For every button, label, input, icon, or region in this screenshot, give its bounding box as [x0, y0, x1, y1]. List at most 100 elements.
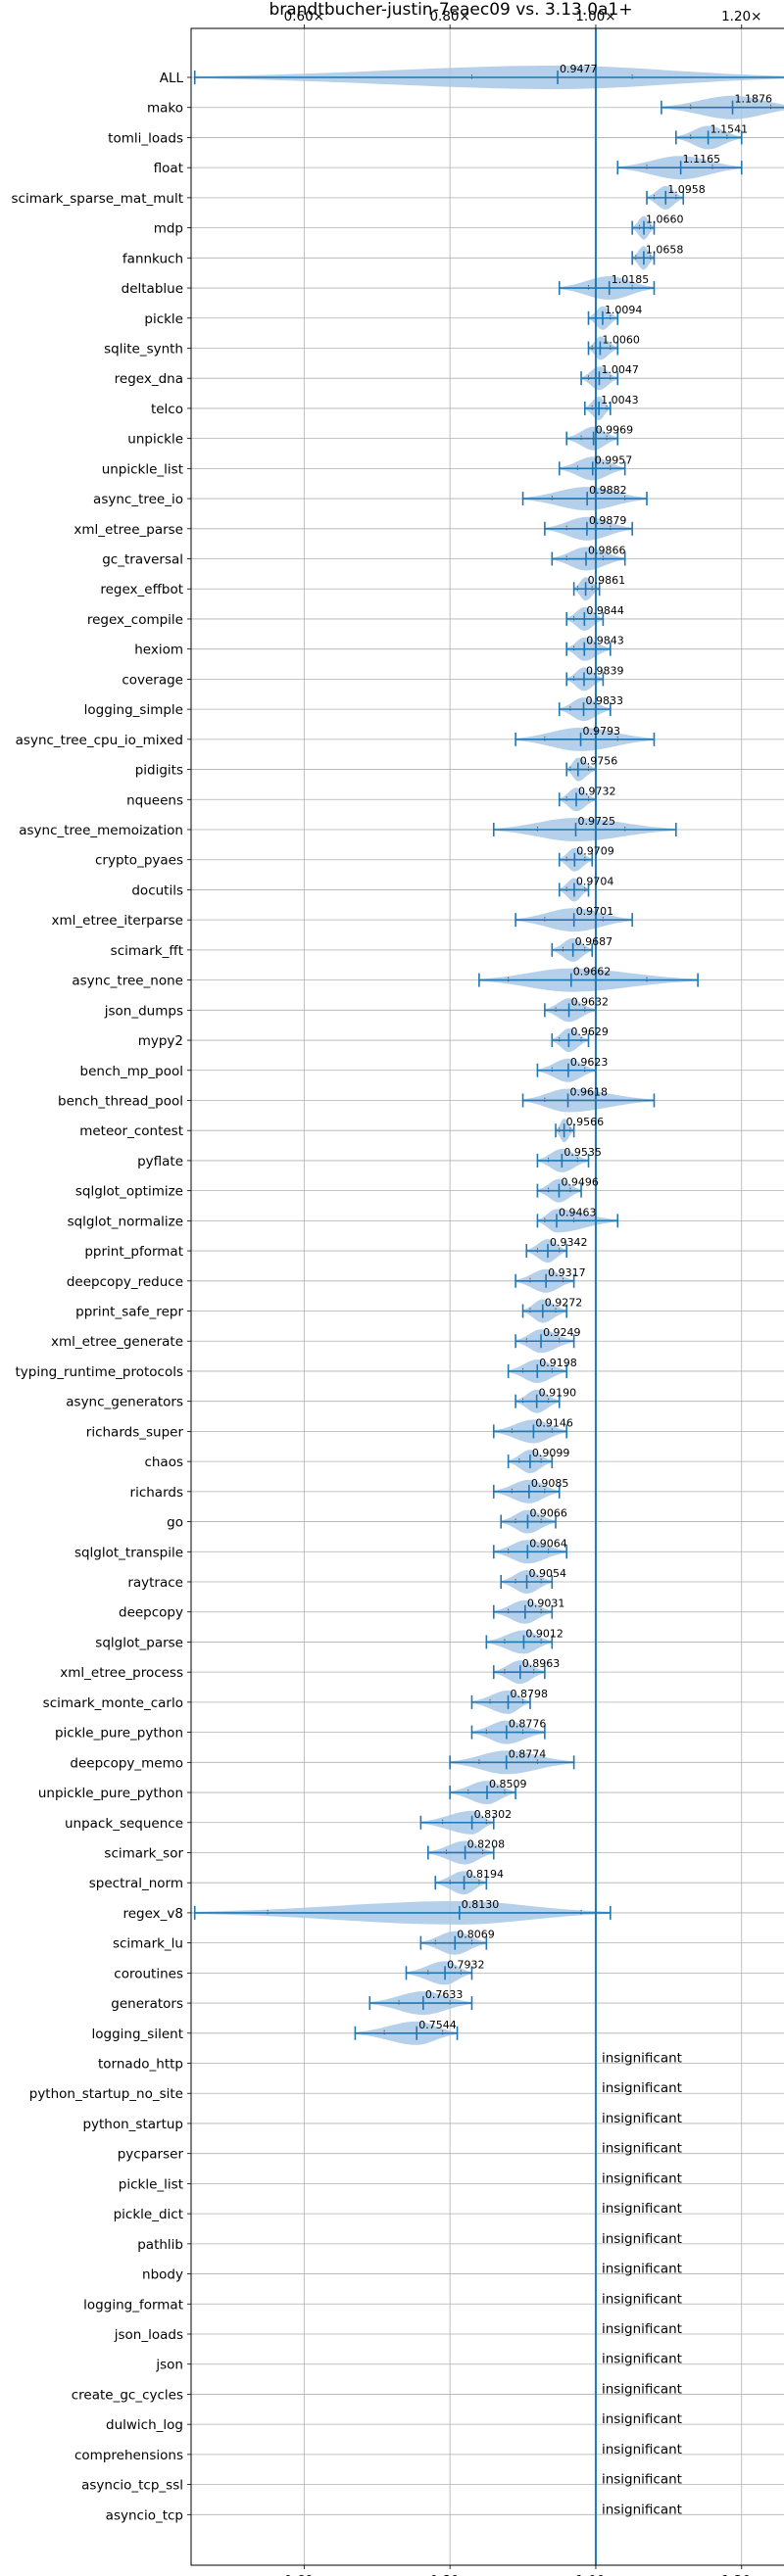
benchmark-label: create_gc_cycles	[72, 2387, 183, 2403]
mean-value-label: 0.8194	[466, 1868, 504, 1881]
plot-frame	[190, 27, 784, 2566]
mean-value-label: 0.9969	[596, 424, 634, 437]
benchmark-label: chaos	[144, 1455, 183, 1470]
mean-value-label: 0.9882	[589, 484, 627, 497]
mean-value-label: 0.9701	[576, 905, 614, 918]
mean-value-label: 0.9066	[529, 1507, 567, 1520]
benchmark-label: spectral_norm	[89, 1876, 183, 1891]
benchmark-label: pickle_pure_python	[55, 1726, 183, 1741]
mean-value-label: 1.0060	[602, 333, 640, 346]
mean-value-label: 0.8069	[457, 1929, 495, 1941]
benchmark-label: pidigits	[135, 763, 183, 779]
mean-value-label: 0.9496	[561, 1176, 599, 1189]
benchmark-label: bench_mp_pool	[80, 1064, 183, 1079]
mean-value-label: 0.9099	[532, 1447, 570, 1459]
insignificant-label: insignificant	[602, 2411, 682, 2427]
mean-value-label: 1.0043	[601, 394, 639, 406]
benchmark-label: scimark_sparse_mat_mult	[12, 191, 183, 207]
mean-value-label: 0.9725	[577, 815, 615, 828]
mean-value-label: 0.8130	[462, 1898, 500, 1911]
benchmark-label: scimark_sor	[104, 1845, 183, 1861]
mean-value-label: 0.9866	[588, 545, 626, 557]
benchmark-label: hexiom	[134, 643, 183, 658]
benchmark-label: async_tree_none	[72, 974, 183, 989]
benchmark-label: xml_etree_parse	[74, 522, 183, 538]
mean-value-label: 0.9833	[586, 694, 624, 707]
mean-value-label: 0.9662	[573, 966, 612, 978]
mean-value-label: 1.0958	[667, 183, 706, 196]
mean-value-label: 0.8774	[509, 1747, 547, 1760]
insignificant-label: insignificant	[602, 2472, 682, 2488]
x-tick-label-bottom: 1.20×	[721, 2573, 761, 2576]
benchmark-label: json_loads	[114, 2327, 183, 2343]
benchmark-label: async_generators	[66, 1395, 183, 1410]
mean-value-label: 0.9844	[586, 604, 624, 617]
insignificant-label: insignificant	[602, 2141, 682, 2157]
mean-value-label: 0.9146	[535, 1416, 573, 1429]
mean-value-label: 0.8963	[522, 1657, 561, 1670]
insignificant-label: insignificant	[602, 2171, 682, 2186]
benchmark-label: logging_silent	[92, 2027, 183, 2042]
label-layer: 0.60× 0.60× 0.80× 0.80× 1.00× 1.00× 1.20× 1.20×…	[12, 9, 773, 2576]
mean-value-label: 0.9687	[575, 935, 613, 948]
insignificant-label: insignificant	[602, 2201, 682, 2217]
benchmark-label: pickle_dict	[114, 2207, 183, 2222]
benchmark-label: xml_etree_generate	[51, 1334, 183, 1350]
benchmark-label: dulwich_log	[106, 2417, 183, 2433]
benchmark-label: async_tree_memoization	[19, 823, 183, 838]
mean-value-label: 0.9272	[545, 1297, 583, 1310]
benchmark-label: unpickle	[127, 432, 183, 448]
mean-value-label: 0.9793	[583, 725, 621, 738]
benchmark-label: deepcopy_memo	[70, 1755, 183, 1771]
benchmark-label: richards_super	[86, 1424, 184, 1440]
benchmark-label: regex_v8	[122, 1906, 183, 1922]
benchmark-label: json	[155, 2358, 183, 2373]
benchmark-label: pyflate	[137, 1154, 183, 1169]
benchmark-label: docutils	[131, 883, 183, 898]
mean-value-label: 0.9709	[576, 845, 614, 858]
mean-value-label: 0.9623	[570, 1056, 609, 1069]
insignificant-label: insignificant	[602, 2502, 682, 2517]
mean-value-label: 0.9839	[586, 664, 624, 677]
insignificant-label: insignificant	[602, 2051, 682, 2067]
benchmark-label: mypy2	[138, 1033, 183, 1049]
mean-value-label: 1.0660	[646, 214, 684, 226]
mean-value-label: 0.8776	[509, 1718, 547, 1731]
benchmark-label: sqlglot_normalize	[68, 1214, 183, 1229]
benchmark-label: coroutines	[114, 1966, 183, 1981]
mean-value-label: 1.1541	[710, 122, 749, 135]
mean-value-label: 0.7633	[425, 1988, 464, 2001]
benchmark-label: unpack_sequence	[65, 1816, 183, 1832]
insignificant-label: insignificant	[602, 2262, 682, 2277]
mean-value-label: 0.8798	[511, 1688, 549, 1700]
benchmark-label: regex_dna	[115, 371, 183, 387]
mean-value-label: 1.0185	[612, 273, 650, 286]
benchmark-label: sqlite_synth	[104, 341, 183, 357]
chart-title: brandtbucher-justin-7eaec09 vs. 3.13.0a1…	[269, 0, 632, 20]
benchmark-label: ALL	[160, 71, 184, 86]
benchmark-label: nqueens	[126, 792, 183, 808]
benchmark-label: go	[167, 1515, 183, 1531]
mean-value-label: 0.8208	[467, 1837, 506, 1850]
benchmark-label: sqlglot_transpile	[74, 1545, 183, 1560]
mean-value-label: 0.9190	[539, 1387, 577, 1400]
mean-value-label: 0.9732	[578, 785, 616, 797]
benchmark-label: scimark_monte_carlo	[43, 1695, 183, 1711]
benchmark-label: typing_runtime_protocols	[16, 1364, 184, 1380]
benchmark-label: asyncio_tcp_ssl	[81, 2478, 183, 2494]
benchmark-label: scimark_fft	[111, 943, 183, 959]
x-tick-label-top: 0.60×	[284, 9, 324, 24]
mean-value-label: 0.9704	[576, 875, 614, 887]
benchmark-label: async_tree_cpu_io_mixed	[16, 733, 183, 748]
insignificant-label: insignificant	[602, 2231, 682, 2247]
benchmark-label: mdp	[154, 221, 183, 237]
benchmark-label: nbody	[142, 2267, 183, 2283]
benchmark-label: python_startup	[82, 2117, 183, 2132]
insignificant-label: insignificant	[602, 2352, 682, 2367]
benchmark-label: regex_compile	[87, 612, 183, 628]
mean-value-label: 0.9629	[570, 1026, 609, 1038]
benchmark-label: pprint_pformat	[84, 1244, 183, 1260]
benchmark-label: pycparser	[118, 2147, 184, 2163]
benchmark-label: pathlib	[137, 2237, 183, 2253]
